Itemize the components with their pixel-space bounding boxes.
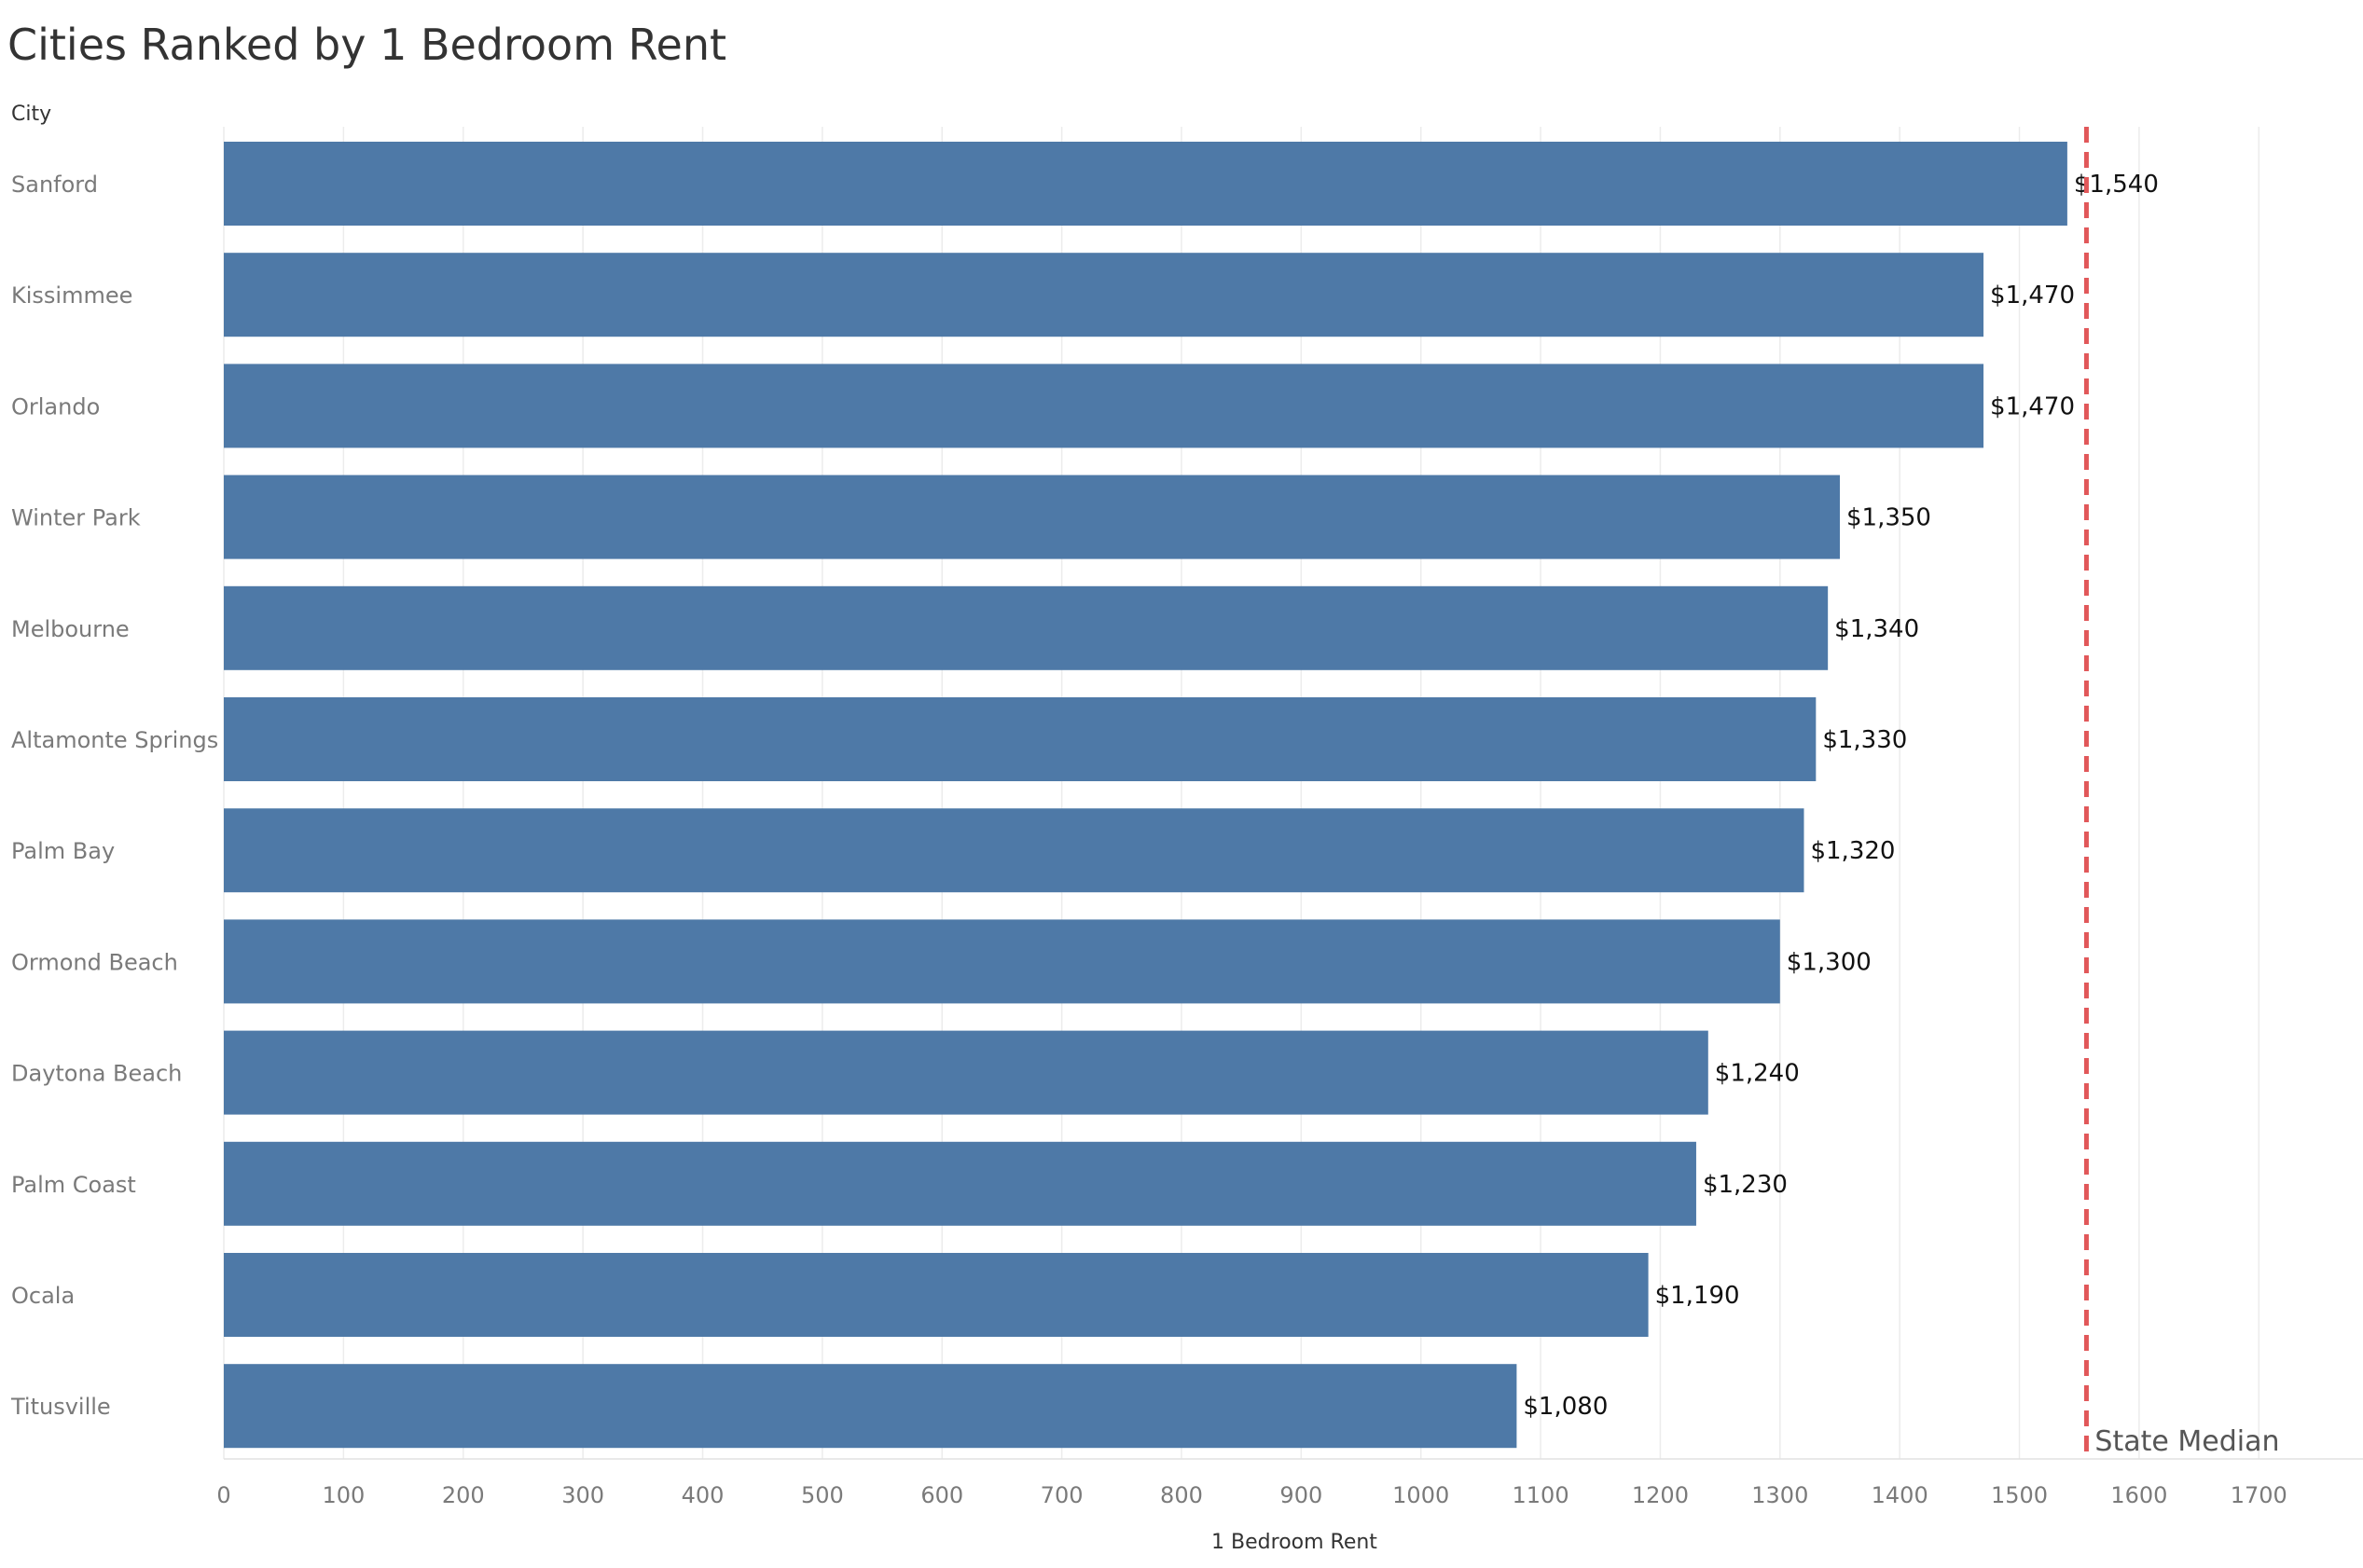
bar-value-label: $1,330 bbox=[1822, 726, 1907, 754]
bar-value-label: $1,080 bbox=[1523, 1393, 1608, 1421]
category-labels: Sanford Kissimmee Orlando Winter Park Melbou… bbox=[10, 172, 218, 1420]
x-tick-label: 1700 bbox=[2231, 1482, 2287, 1508]
bar-value-label: $1,470 bbox=[1990, 392, 2075, 420]
chart-title: Cities Ranked by 1 Bedroom Rent bbox=[7, 20, 726, 70]
bar bbox=[224, 364, 1984, 448]
gridlines bbox=[223, 127, 2363, 1460]
x-axis-ticks: 0 100 200 300 400 500 600 700 800 900 1000 1100 1200… bbox=[216, 1482, 2287, 1508]
x-tick-label: 700 bbox=[1041, 1482, 1084, 1508]
bar bbox=[224, 919, 1780, 1004]
category-label: Ormond Beach bbox=[11, 949, 178, 975]
reference-line-group: State Median bbox=[2083, 127, 2279, 1459]
category-label: Altamonte Springs bbox=[11, 727, 218, 753]
x-axis-title: 1 Bedroom Rent bbox=[1211, 1531, 1377, 1554]
x-tick-label: 0 bbox=[216, 1482, 230, 1508]
x-tick-label: 300 bbox=[561, 1482, 604, 1508]
bar-value-label: $1,350 bbox=[1846, 504, 1931, 532]
bar-value-label: $1,340 bbox=[1834, 615, 1919, 643]
category-label: Melbourne bbox=[11, 616, 130, 642]
bar bbox=[224, 1141, 1696, 1226]
bar bbox=[224, 697, 1817, 781]
category-label: Titusville bbox=[10, 1394, 111, 1420]
bar-value-label: $1,300 bbox=[1787, 948, 1872, 976]
category-label: Palm Bay bbox=[11, 838, 115, 864]
x-tick-label: 1200 bbox=[1632, 1482, 1689, 1508]
state-median-label: State Median bbox=[2094, 1425, 2279, 1458]
bar bbox=[224, 1030, 1708, 1115]
bar-value-label: $1,190 bbox=[1655, 1282, 1740, 1310]
bar bbox=[224, 585, 1829, 670]
bar bbox=[224, 475, 1840, 559]
bars bbox=[224, 142, 2067, 1449]
bar bbox=[224, 808, 1804, 893]
category-label: Winter Park bbox=[11, 505, 141, 531]
x-tick-label: 800 bbox=[1160, 1482, 1203, 1508]
x-tick-label: 400 bbox=[682, 1482, 725, 1508]
bar-value-label: $1,470 bbox=[1990, 282, 2075, 309]
x-tick-label: 1400 bbox=[1872, 1482, 1928, 1508]
x-tick-label: 900 bbox=[1279, 1482, 1322, 1508]
bar-value-label: $1,320 bbox=[1810, 837, 1895, 865]
category-label: Sanford bbox=[11, 172, 98, 198]
bar-value-label: $1,240 bbox=[1715, 1060, 1800, 1088]
bar bbox=[224, 1364, 1517, 1449]
x-tick-label: 1100 bbox=[1513, 1482, 1569, 1508]
x-tick-label: 1600 bbox=[2110, 1482, 2167, 1508]
x-tick-label: 500 bbox=[801, 1482, 844, 1508]
bar bbox=[224, 1253, 1649, 1337]
category-label: Orlando bbox=[11, 393, 100, 420]
x-tick-label: 1000 bbox=[1392, 1482, 1449, 1508]
bar bbox=[224, 142, 2067, 226]
x-tick-label: 100 bbox=[322, 1482, 365, 1508]
bar-value-label: $1,230 bbox=[1703, 1171, 1788, 1199]
category-label: Kissimmee bbox=[11, 282, 132, 309]
category-axis-header: City bbox=[11, 103, 51, 126]
x-tick-label: 1300 bbox=[1751, 1482, 1808, 1508]
value-labels: $1,540$1,470$1,470$1,350$1,340$1,330$1,3… bbox=[1523, 171, 2158, 1421]
x-tick-label: 600 bbox=[920, 1482, 963, 1508]
x-tick-label: 200 bbox=[442, 1482, 485, 1508]
category-label: Ocala bbox=[11, 1283, 75, 1309]
category-label: Palm Coast bbox=[11, 1172, 136, 1198]
x-tick-label: 1500 bbox=[1991, 1482, 2048, 1508]
category-label: Daytona Beach bbox=[11, 1061, 182, 1087]
bar bbox=[224, 253, 1984, 337]
